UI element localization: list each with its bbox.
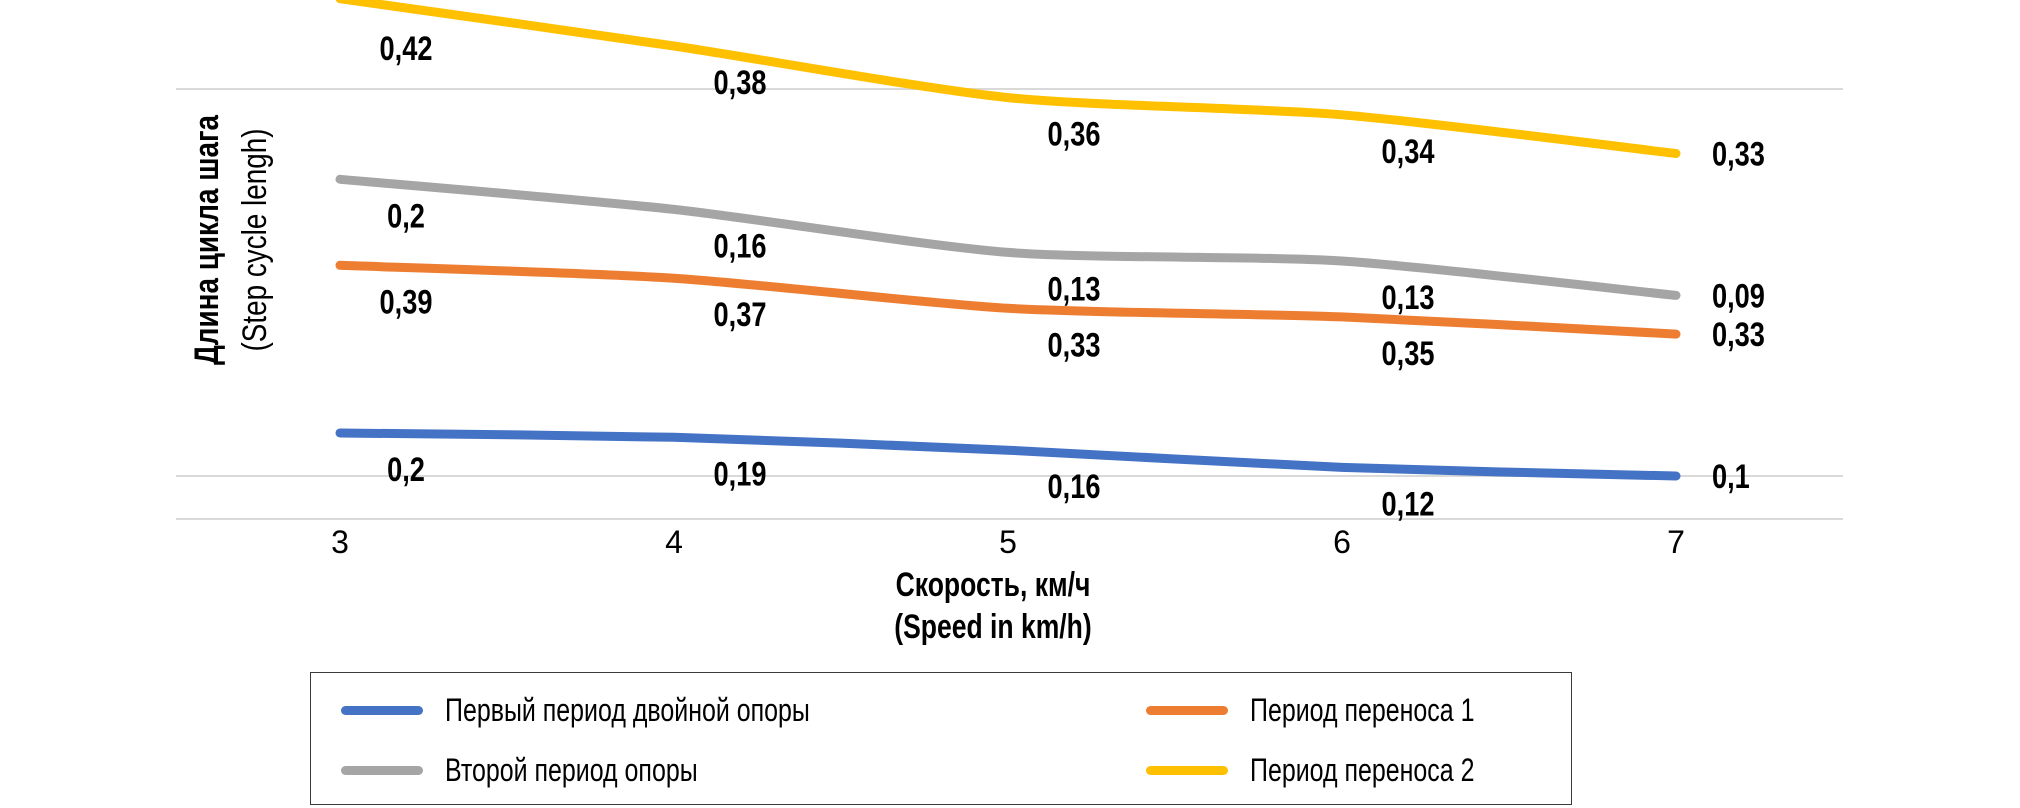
x-axis-title-line-2: (Speed in km/h) (894, 608, 1091, 646)
legend-item-first-double-support: Первый период двойной опоры (341, 690, 913, 730)
legend-swatch-orange (1146, 705, 1228, 715)
data-label: 0,16 (1048, 467, 1101, 506)
data-label: 0,37 (714, 295, 767, 334)
x-tick-label: 6 (1333, 524, 1351, 560)
series-first-double-support-line (335, 428, 1681, 481)
data-label: 0,39 (380, 282, 433, 321)
data-label: 0,19 (714, 454, 767, 493)
x-axis-title-line-1: Скорость, км/ч (896, 566, 1091, 604)
data-label: 0,33 (1712, 315, 1765, 354)
legend-item-swing-2: Период переноса 2 (1146, 750, 1538, 790)
data-label: 0,34 (1382, 132, 1435, 171)
series-second-support-line (335, 174, 1681, 300)
y-axis-title-line-2: (Step cycle lengh) (235, 128, 273, 351)
legend-swatch-yellow (1146, 765, 1228, 775)
x-tick-label: 3 (331, 524, 349, 560)
data-label: 0,36 (1048, 115, 1101, 154)
data-label: 0,13 (1382, 278, 1435, 317)
x-tick-label: 4 (665, 524, 683, 560)
data-labels: 0,2 0,19 0,16 0,120,10,39 0,370,33 0,35 0,330,… (380, 29, 1765, 523)
legend-swatch-grey (341, 765, 423, 775)
data-label: 0,33 (1712, 135, 1765, 174)
legend: Первый период двойной опоры Второй перио… (310, 672, 1572, 805)
legend-label: Второй период опоры (445, 751, 698, 788)
x-tick-label: 7 (1667, 524, 1685, 560)
data-label: 0,38 (714, 63, 767, 102)
data-label: 0,35 (1382, 334, 1435, 373)
data-label: 0,16 (714, 226, 767, 265)
legend-label: Период переноса 1 (1250, 691, 1475, 728)
data-label: 0,12 (1382, 484, 1435, 523)
data-label: 0,2 (387, 450, 425, 489)
x-tick-labels: 3 4 5 6 7 (331, 524, 1685, 560)
legend-item-swing-1: Период переноса 1 (1146, 690, 1538, 730)
legend-label: Период переноса 2 (1250, 751, 1475, 788)
series-swing-2-line (335, 0, 1681, 158)
data-label: 0,2 (387, 196, 425, 235)
legend-item-second-support: Второй период опоры (341, 750, 769, 790)
data-label: 0,09 (1712, 276, 1765, 315)
x-tick-label: 5 (999, 524, 1017, 560)
legend-label: Первый период двойной опоры (445, 691, 810, 728)
y-axis-title-line-1: Длина цикла шага (187, 114, 225, 365)
data-label: 0,42 (380, 29, 433, 68)
series-lines (335, 0, 1681, 481)
data-label: 0,33 (1048, 325, 1101, 364)
data-label: 0,13 (1048, 269, 1101, 308)
legend-swatch-blue (341, 705, 423, 715)
data-label: 0,1 (1712, 457, 1750, 496)
